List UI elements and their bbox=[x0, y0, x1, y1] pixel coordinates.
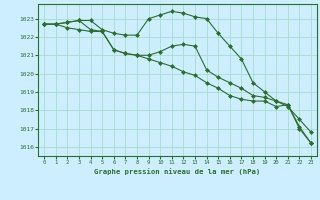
X-axis label: Graphe pression niveau de la mer (hPa): Graphe pression niveau de la mer (hPa) bbox=[94, 168, 261, 175]
